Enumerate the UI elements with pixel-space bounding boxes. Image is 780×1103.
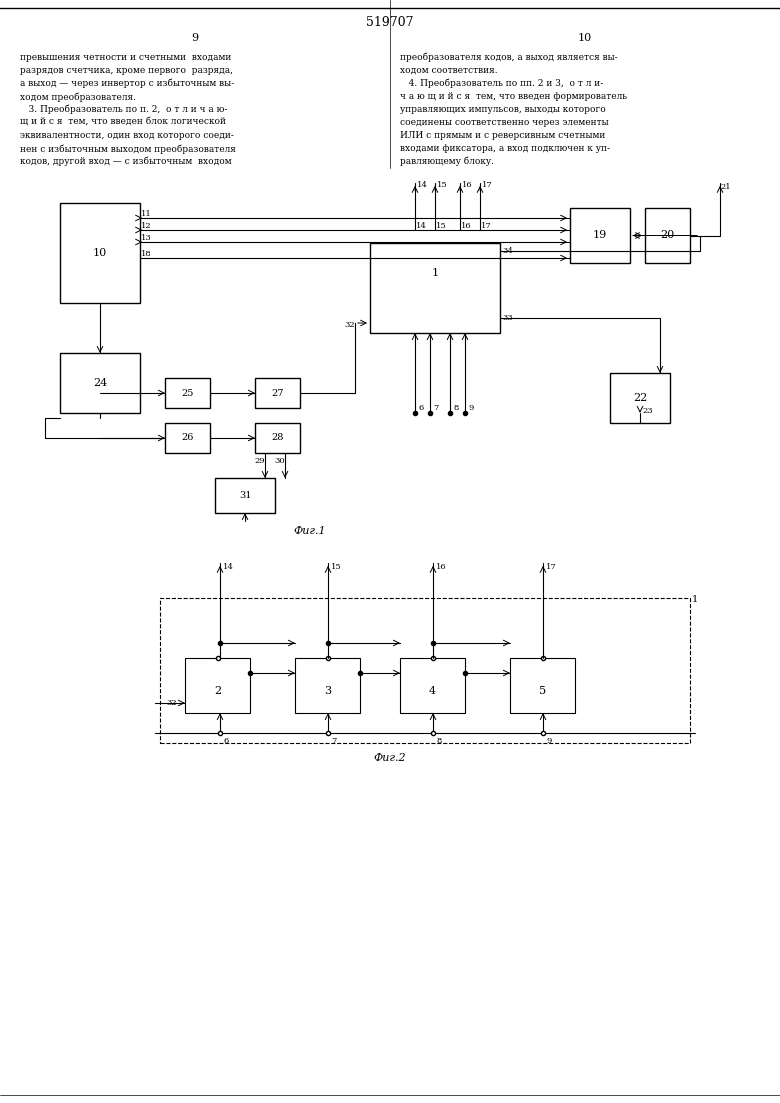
Bar [645, 208, 690, 263]
Text: разрядов счетчика, кроме первого  разряда,: разрядов счетчика, кроме первого разряда… [20, 66, 233, 75]
Bar [165, 378, 210, 408]
Text: 22: 22 [633, 393, 647, 403]
Text: 16: 16 [462, 181, 473, 189]
Bar [610, 373, 670, 422]
Text: 519707: 519707 [367, 17, 413, 30]
Bar [215, 478, 275, 513]
Text: 31: 31 [239, 491, 251, 500]
Text: ходом соответствия.: ходом соответствия. [400, 66, 498, 75]
Text: ходом преобразователя.: ходом преобразователя. [20, 92, 136, 101]
Text: 26: 26 [181, 433, 193, 442]
Bar [165, 422, 210, 453]
Text: 17: 17 [546, 563, 556, 571]
Text: Фиг.2: Фиг.2 [374, 753, 406, 763]
Bar [370, 243, 500, 333]
Text: 11: 11 [140, 210, 151, 218]
Text: 21: 21 [721, 183, 732, 191]
Text: 3: 3 [324, 685, 331, 696]
Text: 34: 34 [502, 247, 513, 255]
Text: 15: 15 [331, 563, 342, 571]
Text: эквивалентности, один вход которого соеди-: эквивалентности, один вход которого соед… [20, 131, 234, 140]
Text: 1: 1 [692, 596, 698, 604]
Text: 33: 33 [502, 314, 513, 322]
Text: 13: 13 [140, 234, 151, 242]
Text: нен с избыточным выходом преобразователя: нен с избыточным выходом преобразователя [20, 144, 236, 153]
Text: 9: 9 [546, 737, 551, 745]
Text: 6: 6 [418, 404, 424, 413]
Text: 2: 2 [214, 685, 221, 696]
Text: 15: 15 [435, 222, 446, 231]
Text: ч а ю щ и й с я  тем, что введен формирователь: ч а ю щ и й с я тем, что введен формиров… [400, 92, 627, 101]
Text: 9: 9 [191, 33, 199, 43]
Text: 25: 25 [181, 388, 193, 397]
Text: 32: 32 [345, 321, 356, 329]
Text: 20: 20 [661, 231, 675, 240]
Bar [400, 658, 465, 713]
Text: 24: 24 [93, 378, 107, 388]
Text: 14: 14 [416, 222, 427, 231]
Text: 16: 16 [436, 563, 446, 571]
Text: а выход — через инвертор с избыточным вы-: а выход — через инвертор с избыточным вы… [20, 79, 234, 88]
Text: входами фиксатора, а вход подключен к уп-: входами фиксатора, а вход подключен к уп… [400, 144, 610, 153]
Text: управляющих импульсов, выходы которого: управляющих импульсов, выходы которого [400, 105, 606, 114]
Text: 18: 18 [140, 250, 151, 258]
Text: 27: 27 [271, 388, 284, 397]
Text: 14: 14 [417, 181, 427, 189]
Text: превышения четности и счетными  входами: превышения четности и счетными входами [20, 53, 232, 62]
Bar [255, 422, 300, 453]
Text: 23: 23 [643, 407, 654, 415]
Text: 3. Преобразователь по п. 2,  о т л и ч а ю-: 3. Преобразователь по п. 2, о т л и ч а … [20, 105, 228, 115]
Text: 6: 6 [223, 737, 229, 745]
Text: соединены соответственно через элементы: соединены соответственно через элементы [400, 118, 608, 127]
Text: 10: 10 [93, 248, 107, 258]
Text: 7: 7 [434, 404, 438, 413]
Bar [510, 658, 575, 713]
Text: 12: 12 [140, 222, 151, 231]
Bar [295, 658, 360, 713]
Text: кодов, другой вход — с избыточным  входом: кодов, другой вход — с избыточным входом [20, 157, 232, 167]
Bar [160, 598, 690, 743]
Text: щ и й с я  тем, что введен блок логической: щ и й с я тем, что введен блок логическо… [20, 118, 226, 127]
Text: 30: 30 [275, 457, 285, 465]
Text: равляющему блоку.: равляющему блоку. [400, 157, 494, 167]
Text: 17: 17 [480, 222, 491, 231]
Text: 5: 5 [539, 685, 546, 696]
Text: 14: 14 [222, 563, 233, 571]
Text: ИЛИ с прямым и с реверсивным счетными: ИЛИ с прямым и с реверсивным счетными [400, 131, 605, 140]
Bar [185, 658, 250, 713]
Text: 19: 19 [593, 231, 607, 240]
Bar [60, 353, 140, 413]
Text: 29: 29 [255, 457, 265, 465]
Bar [255, 378, 300, 408]
Bar [60, 203, 140, 303]
Text: Фиг.1: Фиг.1 [294, 526, 326, 536]
Text: 15: 15 [437, 181, 448, 189]
Bar [570, 208, 630, 263]
Text: 8: 8 [436, 737, 441, 745]
Text: 32: 32 [167, 699, 177, 707]
Text: 4. Преобразователь по пп. 2 и 3,  о т л и-: 4. Преобразователь по пп. 2 и 3, о т л и… [400, 79, 603, 88]
Text: 16: 16 [461, 222, 471, 231]
Text: 10: 10 [578, 33, 592, 43]
Text: 17: 17 [481, 181, 492, 189]
Text: 9: 9 [468, 404, 473, 413]
Text: преобразователя кодов, а выход является вы-: преобразователя кодов, а выход является … [400, 53, 618, 63]
Text: 1: 1 [431, 268, 438, 278]
Text: 28: 28 [271, 433, 284, 442]
Text: 8: 8 [453, 404, 459, 413]
Text: 7: 7 [332, 737, 337, 745]
Text: 4: 4 [429, 685, 436, 696]
